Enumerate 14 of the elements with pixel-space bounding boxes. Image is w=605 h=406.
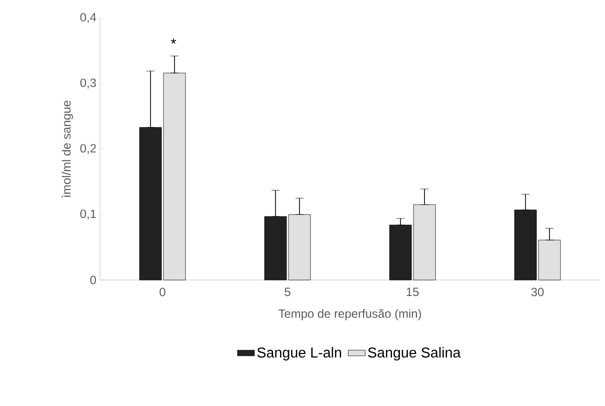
y-axis-title: ìmol/ml de sangue [62, 100, 74, 198]
x-axis-title: Tempo de reperfusão (min) [278, 309, 421, 320]
y-tick-label: 0,4 [80, 13, 96, 23]
legend-label: Sangue Salina [368, 347, 461, 360]
x-tick-label: 15 [406, 288, 419, 296]
y-tick-label: 0,3 [80, 78, 96, 88]
legend-label: Sangue L-aln [257, 347, 342, 360]
x-tick-label: 0 [160, 288, 166, 296]
y-tick-label: 0 [90, 276, 96, 284]
x-tick-label: 30 [531, 288, 544, 296]
x-tick-label: 5 [284, 288, 290, 296]
y-tick-label: 0,2 [80, 144, 96, 154]
annotation: * [170, 38, 176, 44]
y-tick-label: 0,1 [80, 210, 96, 220]
